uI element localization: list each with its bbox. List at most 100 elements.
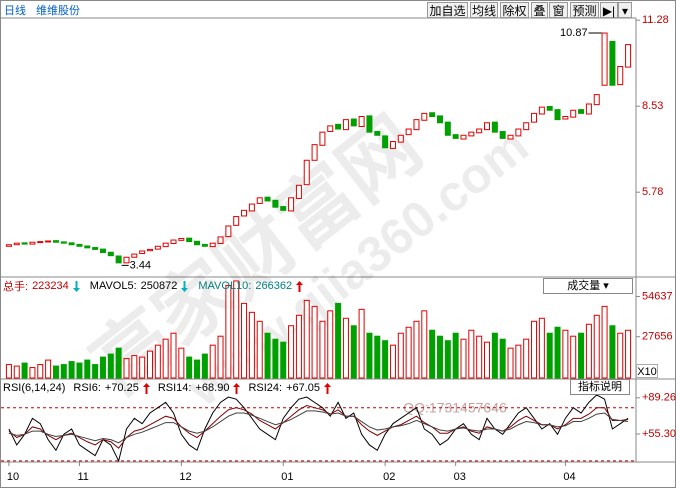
volume-bar <box>578 332 585 379</box>
arrow-shape <box>181 280 189 292</box>
stock-name: 维维股份 <box>36 5 80 17</box>
volume-bar <box>405 326 412 379</box>
volume-bar <box>342 317 349 379</box>
volume-bar <box>585 323 592 379</box>
toolbar-button[interactable]: 叠 <box>531 2 548 18</box>
candle <box>37 241 44 244</box>
volume-bar <box>436 335 443 379</box>
indicator: 成交量 <box>567 280 601 292</box>
volume-bar <box>617 332 624 379</box>
x-tick-label: 12 <box>179 471 191 483</box>
menu-button[interactable]: ▾ <box>618 2 632 18</box>
candle <box>358 116 365 128</box>
candle <box>29 241 36 245</box>
candle <box>68 242 75 246</box>
x-tick-label: 04 <box>563 471 575 483</box>
volume-bar <box>209 344 216 379</box>
readout-label: RSI24: <box>248 382 283 394</box>
candle <box>625 44 632 68</box>
readout-value: 266362 <box>255 280 293 292</box>
volume-bar <box>515 344 522 379</box>
toolbar-button[interactable]: 除权 <box>500 2 529 18</box>
volume-bar <box>52 365 59 379</box>
candle <box>342 119 349 131</box>
volume-bar <box>178 347 185 379</box>
candle <box>374 131 381 136</box>
candle <box>413 119 420 131</box>
help-button[interactable]: 指标说明 <box>570 379 630 395</box>
volume-bar <box>131 355 138 379</box>
volume-bar <box>499 338 506 379</box>
volume-bar <box>123 358 130 379</box>
arrow-shape <box>72 280 80 292</box>
volume-bar <box>233 280 240 379</box>
volume-bar <box>45 359 52 379</box>
help-label: 指标说明 <box>578 381 622 393</box>
direction-arrow <box>72 280 80 292</box>
volume-bar <box>29 367 36 379</box>
volume-bar <box>523 338 530 379</box>
candle <box>45 240 52 243</box>
candle <box>272 199 279 208</box>
candle <box>538 106 545 115</box>
volume-bar <box>241 302 248 379</box>
indicator-title: RSI(6,14,24) <box>3 382 66 394</box>
volume-bar <box>288 325 295 379</box>
candle <box>562 116 569 120</box>
scale-box: X10 <box>636 364 658 378</box>
volume-bar <box>107 353 114 379</box>
rsi-line <box>8 405 629 449</box>
candle <box>21 242 28 245</box>
readout-value: +70.25 <box>104 382 139 394</box>
indicator-select[interactable]: 成交量 ▾ <box>543 278 633 294</box>
volume-bar <box>538 317 545 379</box>
volume-bar <box>429 329 436 379</box>
volume-bar <box>374 335 381 379</box>
y-tick-label: 5.78 <box>642 186 663 198</box>
candle <box>52 240 59 243</box>
volume-bar <box>13 365 20 379</box>
candle <box>178 237 185 241</box>
toolbar-button[interactable]: 均线 <box>470 2 498 18</box>
volume-bar <box>570 335 577 379</box>
x-tick-label: 03 <box>454 471 466 483</box>
volume-bar <box>60 364 67 379</box>
toolbar-button[interactable]: 加自选 <box>427 2 468 18</box>
candle <box>233 216 240 226</box>
volume-bar <box>76 362 83 379</box>
arrow-shape <box>233 382 241 394</box>
volume-bar <box>115 347 122 379</box>
candle <box>154 245 161 250</box>
readout-label: MAVOL10: <box>198 280 252 292</box>
watermark: QQ:1731457646 <box>403 400 507 416</box>
y-tick-label: +89.26 <box>642 392 676 404</box>
candle <box>366 115 373 133</box>
volume-bar <box>99 356 106 379</box>
volume-bar <box>546 332 553 379</box>
volume-bar <box>593 314 600 379</box>
candle <box>397 134 404 143</box>
candle <box>515 128 522 137</box>
toolbar-button[interactable]: 预测 <box>570 2 599 18</box>
candle <box>476 128 483 134</box>
candle <box>585 103 592 115</box>
volume-bar <box>350 325 357 379</box>
volume-bar <box>625 329 632 379</box>
candle <box>601 32 608 86</box>
nav-button[interactable]: ▶| <box>600 2 618 18</box>
toolbar-button[interactable]: 窗 <box>549 2 568 18</box>
volume-bar <box>601 305 608 379</box>
volume-bar <box>154 344 161 379</box>
direction-arrow <box>142 382 150 394</box>
volume-bar <box>280 341 287 379</box>
volume-bar <box>484 341 491 379</box>
volume-bar <box>358 308 365 379</box>
candle <box>99 248 106 254</box>
candle <box>429 112 436 118</box>
volume-bar <box>248 311 255 379</box>
readout-value: 223234 <box>32 280 69 292</box>
volume-bar <box>531 320 538 379</box>
candle <box>593 94 600 106</box>
direction-arrow <box>233 382 241 394</box>
candle <box>201 243 208 247</box>
